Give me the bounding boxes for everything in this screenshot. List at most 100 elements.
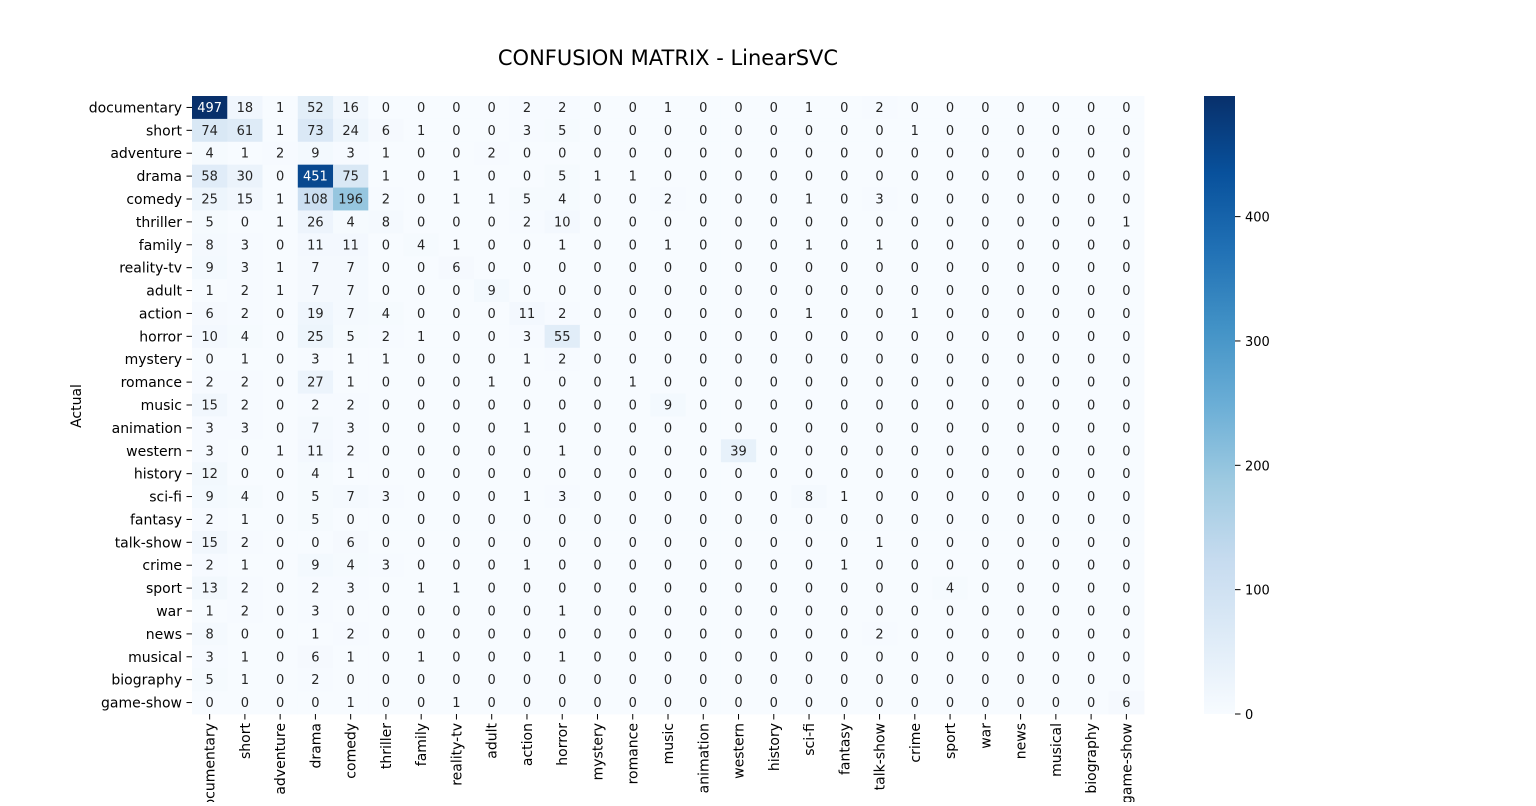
row-tick-label: horror [139, 329, 182, 345]
column-tick-label: documentary [203, 723, 219, 802]
heatmap-cell [579, 668, 616, 692]
cell-value-label: 0 [523, 513, 531, 528]
cell-value-label: 2 [347, 399, 355, 414]
cell-value-label: 2 [875, 627, 883, 642]
cell-value-label: 0 [311, 696, 319, 711]
heatmap-cell [438, 530, 475, 555]
cell-value-label: 0 [1087, 627, 1095, 642]
cell-value-label: 0 [911, 353, 919, 368]
cell-value-label: 0 [629, 101, 637, 116]
cell-value-label: 0 [1122, 421, 1130, 436]
cell-value-label: 0 [734, 376, 742, 391]
cell-value-label: 0 [946, 307, 954, 322]
heatmap-cell [1073, 324, 1110, 349]
cell-value-label: 0 [664, 307, 672, 322]
heatmap-cell [509, 668, 545, 692]
cell-value-label: 1 [911, 124, 919, 139]
column-tick-label: fantasy [837, 723, 853, 775]
heatmap-cell [368, 393, 404, 417]
cell-value-label: 15 [201, 536, 218, 551]
heatmap-cell [615, 118, 651, 143]
cell-value-label: 0 [770, 353, 778, 368]
cell-value-label: 0 [734, 559, 742, 574]
cell-value-label: 2 [875, 101, 883, 116]
heatmap-cell [685, 622, 722, 646]
cell-value-label: 1 [664, 238, 672, 253]
heatmap-cell [861, 118, 898, 143]
heatmap-cell [368, 118, 404, 143]
heatmap-cell [227, 622, 263, 646]
heatmap-cell [509, 393, 545, 417]
heatmap-cell [791, 622, 828, 646]
cell-value-label: 0 [558, 627, 566, 642]
cell-value-label: 0 [452, 330, 460, 345]
heatmap-cell [650, 485, 687, 509]
heatmap-cell [1073, 279, 1110, 303]
cell-value-label: 1 [311, 627, 319, 642]
cell-value-label: 0 [276, 330, 284, 345]
column-tick-label: crime [908, 723, 924, 763]
cell-value-label: 6 [311, 650, 319, 665]
heatmap-cell [227, 393, 263, 417]
heatmap-cell [544, 599, 581, 623]
cell-value-label: 5 [558, 170, 566, 185]
heatmap-cell [297, 370, 334, 394]
cell-value-label: 58 [201, 170, 218, 185]
heatmap-cell [368, 691, 404, 715]
heatmap-cell [756, 691, 792, 715]
cell-value-label: 1 [840, 490, 848, 505]
cell-value-label: 0 [664, 650, 672, 665]
cell-value-label: 0 [593, 650, 601, 665]
cell-value-label: 8 [205, 627, 213, 642]
heatmap-cell [615, 164, 651, 188]
heatmap-cell [1002, 233, 1039, 257]
heatmap-cell [227, 462, 263, 486]
cell-value-label: 0 [382, 101, 390, 116]
cell-value-label: 0 [805, 536, 813, 551]
cell-value-label: 0 [1052, 650, 1060, 665]
heatmap-cell [403, 302, 440, 326]
chart-title: CONFUSION MATRIX - LinearSVC [498, 46, 838, 70]
cell-value-label: 0 [840, 467, 848, 482]
heatmap-cell [967, 118, 1004, 143]
heatmap-cell [262, 370, 299, 394]
heatmap-cell [544, 462, 581, 486]
cell-value-label: 15 [237, 193, 254, 208]
cell-value-label: 0 [452, 650, 460, 665]
heatmap-cell [615, 553, 651, 578]
cell-value-label: 1 [523, 490, 531, 505]
heatmap-cell [544, 302, 581, 326]
heatmap-cell [509, 302, 545, 326]
cell-value-label: 0 [805, 399, 813, 414]
heatmap-cell [1002, 393, 1039, 417]
heatmap-cell [544, 164, 581, 188]
heatmap-cell [1108, 462, 1145, 486]
heatmap-cell [192, 645, 228, 669]
cell-value-label: 0 [593, 582, 601, 597]
heatmap-cell [720, 164, 757, 188]
column-tick-label: family [414, 723, 430, 766]
cell-value-label: 0 [1052, 261, 1060, 276]
heatmap-cells: 497 18 1 52 16 0 0 0 0 2 2 0 0 1 0 0 0 1 0 2 0 0 0 0 0 0 074 61 1 73 2… [192, 96, 1145, 715]
cell-value-label: 0 [276, 627, 284, 642]
cell-value-label: 0 [1052, 284, 1060, 299]
cell-value-label: 0 [1052, 238, 1060, 253]
cell-value-label: 19 [307, 307, 324, 322]
heatmap-cell [227, 553, 263, 578]
heatmap-cell [333, 416, 369, 440]
cell-value-label: 0 [523, 696, 531, 711]
cell-value-label: 0 [382, 399, 390, 414]
cell-value-label: 0 [488, 605, 496, 620]
cell-value-label: 27 [307, 376, 324, 391]
cell-value-label: 7 [347, 490, 355, 505]
heatmap-cell [262, 691, 299, 715]
heatmap-cell [297, 210, 334, 234]
heatmap-cell [1073, 416, 1110, 440]
heatmap-cell [756, 393, 792, 417]
heatmap-cell [861, 576, 898, 600]
heatmap-cell [368, 96, 404, 120]
heatmap-cell [509, 324, 545, 349]
cell-value-label: 0 [699, 193, 707, 208]
cell-value-label: 0 [1052, 376, 1060, 391]
heatmap-cell [932, 645, 969, 669]
